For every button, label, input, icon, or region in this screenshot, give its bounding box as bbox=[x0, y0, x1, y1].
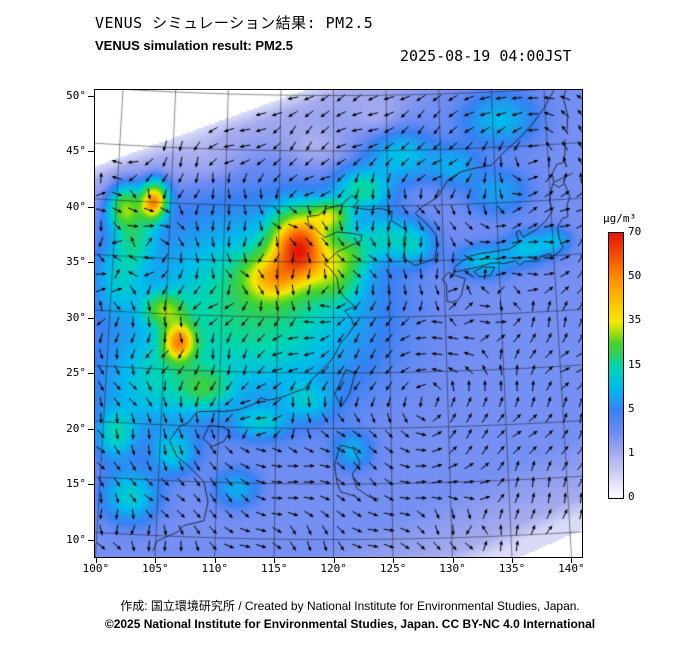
lon-tick-label: 135° bbox=[498, 562, 526, 575]
lat-tick-mark bbox=[88, 428, 94, 430]
colorbar-tick-label: 50 bbox=[628, 269, 642, 283]
lon-tick-mark bbox=[452, 558, 454, 563]
lon-tick-label: 140° bbox=[558, 562, 585, 575]
lon-tick-mark bbox=[274, 558, 276, 563]
lat-tick-label: 50° bbox=[66, 88, 86, 102]
lon-tick-mark bbox=[333, 558, 335, 563]
lat-tick-label: 45° bbox=[66, 144, 86, 157]
lat-tick-mark bbox=[88, 262, 94, 263]
lat-tick-mark bbox=[88, 484, 94, 485]
lon-tick-label: 100° bbox=[82, 562, 110, 575]
lon-tick-mark bbox=[511, 558, 513, 563]
simulation-timestamp: 2025-08-19 04:00JST bbox=[400, 47, 572, 65]
lat-tick-mark bbox=[88, 373, 94, 374]
lon-tick-mark bbox=[95, 558, 97, 563]
lon-tick-label: 120° bbox=[320, 562, 347, 575]
license-line: ©2025 National Institute for Environment… bbox=[104, 617, 596, 631]
lat-tick-label: 30° bbox=[66, 310, 86, 324]
lat-tick-mark bbox=[88, 151, 94, 152]
lat-tick-mark bbox=[88, 539, 94, 541]
lon-tick-mark bbox=[155, 558, 157, 563]
page-title-english: VENUS simulation result: PM2.5 bbox=[95, 38, 293, 53]
colorbar-tick-label: 0 bbox=[628, 490, 635, 504]
colorbar-tick-label: 15 bbox=[628, 357, 642, 371]
lon-tick-label: 125° bbox=[379, 562, 407, 575]
lon-tick-label: 105° bbox=[142, 562, 169, 575]
colorbar-tick-label: 1 bbox=[628, 445, 635, 459]
map-frame bbox=[94, 89, 583, 558]
lat-tick-label: 10° bbox=[66, 532, 86, 546]
lat-tick-mark bbox=[88, 206, 94, 208]
colorbar-unit-label: μg/m³ bbox=[603, 212, 637, 225]
lon-tick-mark bbox=[393, 558, 395, 563]
lat-tick-label: 15° bbox=[66, 477, 86, 490]
colorbar-tick-label: 70 bbox=[628, 225, 642, 238]
lon-tick-mark bbox=[571, 558, 573, 563]
lat-tick-label: 35° bbox=[66, 255, 86, 268]
lon-tick-label: 115° bbox=[260, 562, 288, 575]
lat-tick-label: 20° bbox=[66, 421, 86, 435]
colorbar-tick-label: 35 bbox=[628, 313, 642, 327]
lat-tick-mark bbox=[88, 95, 94, 97]
lat-tick-mark bbox=[88, 317, 94, 319]
lon-tick-label: 130° bbox=[439, 562, 466, 575]
lat-tick-label: 40° bbox=[66, 199, 86, 213]
map-canvas bbox=[95, 90, 582, 557]
colorbar-canvas bbox=[609, 233, 623, 498]
lon-tick-label: 110° bbox=[201, 562, 229, 575]
page-title-japanese: VENUS シミュレーション結果: PM2.5 bbox=[95, 14, 374, 32]
colorbar bbox=[608, 232, 624, 499]
lon-tick-mark bbox=[214, 558, 216, 563]
colorbar-tick-label: 5 bbox=[628, 401, 635, 415]
credit-line: 作成: 国立環境研究所 / Created by National Instit… bbox=[120, 599, 580, 613]
lat-tick-label: 25° bbox=[66, 366, 86, 379]
